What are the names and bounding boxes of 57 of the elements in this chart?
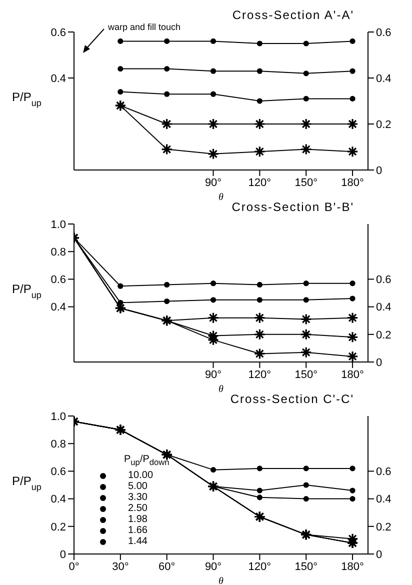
x-tick-label: 90° <box>204 368 222 381</box>
x-tick-label: 150° <box>294 368 318 381</box>
annotation: warp and fill touch <box>108 22 181 32</box>
y-tick-label: 0.6 <box>50 274 66 286</box>
x-tick-label: 0° <box>68 560 80 573</box>
y2-tick-label: 0.6 <box>376 274 392 286</box>
y-tick-label: 0.4 <box>50 494 66 506</box>
y-axis-title: P/P$_{up}$ <box>12 474 42 492</box>
y2-tick-label: 0.6 <box>376 26 392 39</box>
x-tick-label: 180° <box>341 368 364 381</box>
y2-tick-label: 0 <box>376 356 382 369</box>
y2-tick-label: 0.4 <box>376 72 392 85</box>
legend-title: P$_{up}$/P$_{down}$ <box>123 454 170 468</box>
x-tick-label: 120° <box>248 368 272 381</box>
legend-label: 1.98 <box>128 514 148 525</box>
y-tick-label: 0.4 <box>50 72 66 85</box>
y-axis-title: P/P$_{up}$ <box>12 282 42 300</box>
x-axis-title: θ <box>218 384 224 395</box>
legend-label: 2.50 <box>128 503 148 514</box>
chart-title: Cross-Section A'-A' <box>232 8 354 22</box>
y-tick-label: 0.4 <box>50 302 66 314</box>
y2-tick-label: 0 <box>376 164 382 177</box>
y2-tick-label: 0 <box>376 548 382 561</box>
y-tick-label: 0.8 <box>50 246 66 259</box>
y-tick-label: 0.6 <box>50 466 66 478</box>
y2-tick-label: 0.2 <box>376 329 392 342</box>
x-tick-label: 180° <box>341 176 364 189</box>
y-tick-label: 0.6 <box>50 26 66 39</box>
y2-tick-label: 0.2 <box>376 521 392 534</box>
y2-tick-label: 0.4 <box>376 302 392 314</box>
x-tick-label: 90° <box>204 176 222 189</box>
x-tick-label: 180° <box>341 560 364 573</box>
y-tick-label: 0 <box>60 548 66 561</box>
y-tick-label: 0.8 <box>50 438 66 451</box>
legend-label: 5.00 <box>128 481 148 492</box>
y-tick-label: 1.0 <box>50 410 66 423</box>
legend-label: 3.30 <box>128 492 148 503</box>
y2-tick-label: 0.4 <box>376 494 392 506</box>
x-tick-label: 150° <box>294 560 318 573</box>
chart-title: Cross-Section B'-B' <box>232 200 354 214</box>
x-tick-label: 150° <box>294 176 318 189</box>
y-axis-title: P/P$_{up}$ <box>12 90 42 108</box>
x-axis-title: θ <box>218 576 224 585</box>
y-tick-label: 0.2 <box>50 521 66 534</box>
legend-label: 1.44 <box>128 536 148 547</box>
legend-label: 1.66 <box>128 525 148 536</box>
x-tick-label: 30° <box>112 560 129 573</box>
x-tick-label: 90° <box>204 560 222 573</box>
chart-title: Cross-Section C'-C' <box>230 392 354 406</box>
y2-tick-label: 0.2 <box>376 118 392 131</box>
x-tick-label: 120° <box>248 560 272 573</box>
legend-label: 10.00 <box>128 470 154 481</box>
x-tick-label: 120° <box>248 176 272 189</box>
y2-tick-label: 0.6 <box>376 466 392 478</box>
y-tick-label: 1.0 <box>50 218 66 231</box>
x-axis-title: θ <box>218 192 224 203</box>
x-tick-label: 60° <box>158 560 176 573</box>
